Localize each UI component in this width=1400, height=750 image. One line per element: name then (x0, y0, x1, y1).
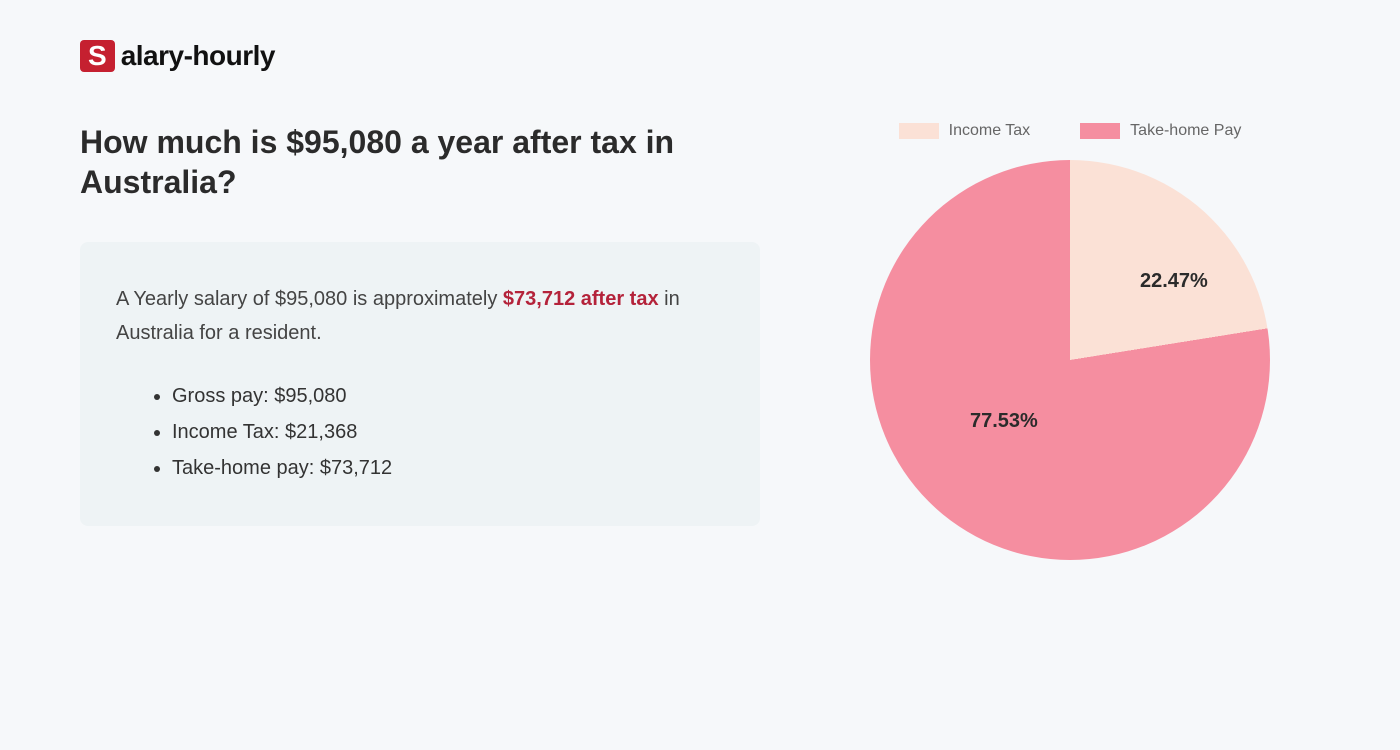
right-column: Income Tax Take-home Pay 22.47% 77.53% (820, 122, 1320, 560)
pie-slice-label: 77.53% (970, 410, 1038, 433)
legend-label: Income Tax (949, 122, 1031, 140)
summary-prefix: A Yearly salary of $95,080 is approximat… (116, 288, 503, 310)
legend-swatch (899, 123, 939, 139)
pie-chart: 22.47% 77.53% (870, 160, 1270, 560)
list-item: Gross pay: $95,080 (172, 378, 724, 414)
logo: S alary-hourly (80, 40, 1320, 72)
logo-badge: S (80, 40, 115, 72)
pie-slice-label: 22.47% (1140, 270, 1208, 293)
left-column: How much is $95,080 a year after tax in … (80, 122, 760, 560)
chart-legend: Income Tax Take-home Pay (899, 122, 1242, 140)
list-item: Income Tax: $21,368 (172, 414, 724, 450)
legend-item-take-home: Take-home Pay (1080, 122, 1241, 140)
pie-circle (870, 160, 1270, 560)
summary-box: A Yearly salary of $95,080 is approximat… (80, 242, 760, 526)
legend-item-income-tax: Income Tax (899, 122, 1031, 140)
legend-label: Take-home Pay (1130, 122, 1241, 140)
page-title: How much is $95,080 a year after tax in … (80, 122, 760, 202)
summary-highlight: $73,712 after tax (503, 288, 659, 310)
legend-swatch (1080, 123, 1120, 139)
list-item: Take-home pay: $73,712 (172, 450, 724, 486)
summary-paragraph: A Yearly salary of $95,080 is approximat… (116, 282, 724, 350)
logo-text: alary-hourly (121, 40, 275, 72)
content-row: How much is $95,080 a year after tax in … (80, 122, 1320, 560)
breakdown-list: Gross pay: $95,080 Income Tax: $21,368 T… (116, 378, 724, 486)
